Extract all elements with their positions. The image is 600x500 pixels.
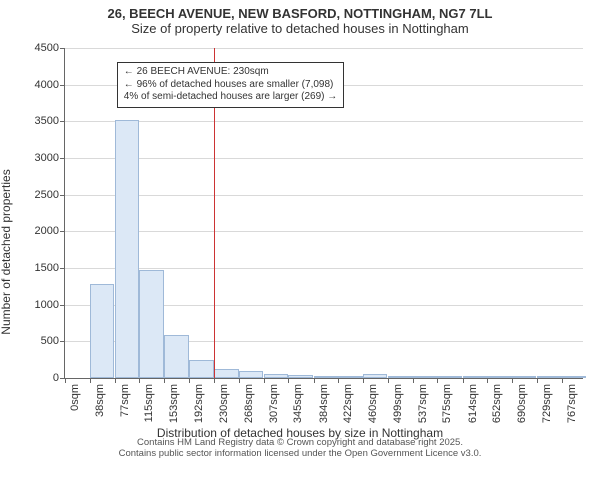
y-tick-label: 1500 (35, 262, 65, 274)
gridline-h (65, 48, 583, 49)
x-tick-mark (239, 378, 240, 383)
x-tick-label: 690sqm (516, 384, 528, 423)
x-tick-mark (214, 378, 215, 383)
x-tick-label: 268sqm (243, 384, 255, 423)
x-tick-mark (189, 378, 190, 383)
x-tick-mark (264, 378, 265, 383)
histogram-bar (314, 376, 339, 378)
x-tick-mark (537, 378, 538, 383)
histogram-bar (139, 270, 164, 378)
histogram-bar (413, 376, 438, 378)
x-tick-label: 422sqm (342, 384, 354, 423)
x-tick-mark (413, 378, 414, 383)
y-axis-label: Number of detached properties (0, 169, 13, 334)
gridline-h (65, 121, 583, 122)
histogram-bar (338, 376, 363, 378)
x-tick-label: 307sqm (268, 384, 280, 423)
x-tick-mark (314, 378, 315, 383)
histogram-bar (115, 120, 140, 378)
histogram-bar (214, 369, 239, 378)
x-tick-label: 345sqm (292, 384, 304, 423)
y-tick-label: 2500 (35, 189, 65, 201)
footer-line-2: Contains public sector information licen… (0, 449, 600, 460)
x-tick-mark (363, 378, 364, 383)
x-tick-label: 38sqm (94, 384, 106, 417)
chart-container: Number of detached properties 0500100015… (0, 42, 600, 462)
y-tick-label: 1000 (35, 299, 65, 311)
x-tick-label: 192sqm (193, 384, 205, 423)
y-tick-label: 2000 (35, 225, 65, 237)
histogram-bar (487, 376, 512, 378)
histogram-bar (264, 374, 289, 378)
y-tick-label: 3500 (35, 115, 65, 127)
x-tick-label: 499sqm (392, 384, 404, 423)
x-tick-mark (437, 378, 438, 383)
histogram-bar (437, 376, 462, 378)
x-tick-mark (115, 378, 116, 383)
info-box-line-3: 4% of semi-detached houses are larger (2… (124, 91, 337, 104)
x-tick-label: 115sqm (143, 384, 155, 422)
x-tick-label: 230sqm (218, 384, 230, 423)
plot-area: 0500100015002000250030003500400045000sqm… (64, 48, 583, 379)
x-tick-label: 767sqm (566, 384, 578, 423)
x-tick-mark (463, 378, 464, 383)
x-tick-mark (338, 378, 339, 383)
y-tick-label: 3000 (35, 152, 65, 164)
x-tick-mark (90, 378, 91, 383)
gridline-h (65, 158, 583, 159)
histogram-bar (90, 284, 115, 378)
x-tick-label: 460sqm (367, 384, 379, 423)
histogram-bar (239, 371, 264, 378)
info-box: ← 26 BEECH AVENUE: 230sqm← 96% of detach… (117, 62, 344, 108)
x-tick-label: 614sqm (467, 384, 479, 423)
y-tick-label: 4000 (35, 79, 65, 91)
x-tick-mark (487, 378, 488, 383)
histogram-bar (363, 374, 388, 378)
x-tick-label: 652sqm (491, 384, 503, 423)
histogram-bar (562, 376, 587, 378)
info-box-line-2: ← 96% of detached houses are smaller (7,… (124, 79, 337, 92)
title-line-1: 26, BEECH AVENUE, NEW BASFORD, NOTTINGHA… (0, 6, 600, 21)
info-box-line-1: ← 26 BEECH AVENUE: 230sqm (124, 66, 337, 79)
x-tick-label: 0sqm (69, 384, 81, 411)
footer-attribution: Contains HM Land Registry data © Crown c… (0, 438, 600, 460)
x-tick-label: 537sqm (417, 384, 429, 423)
title-line-2: Size of property relative to detached ho… (0, 21, 600, 36)
histogram-bar (512, 376, 537, 378)
histogram-bar (288, 375, 313, 378)
x-tick-mark (562, 378, 563, 383)
gridline-h (65, 195, 583, 196)
x-tick-label: 153sqm (168, 384, 180, 423)
x-tick-mark (65, 378, 66, 383)
x-tick-mark (288, 378, 289, 383)
x-tick-mark (139, 378, 140, 383)
y-tick-label: 500 (41, 335, 65, 347)
x-tick-label: 77sqm (119, 384, 131, 417)
histogram-bar (537, 376, 562, 378)
histogram-bar (164, 335, 189, 378)
chart-title-block: 26, BEECH AVENUE, NEW BASFORD, NOTTINGHA… (0, 0, 600, 36)
y-tick-label: 4500 (35, 42, 65, 54)
histogram-bar (388, 376, 413, 378)
histogram-bar (189, 360, 214, 378)
x-tick-label: 575sqm (441, 384, 453, 423)
x-tick-label: 384sqm (318, 384, 330, 423)
x-tick-mark (388, 378, 389, 383)
x-tick-mark (512, 378, 513, 383)
histogram-bar (463, 376, 488, 378)
x-tick-label: 729sqm (541, 384, 553, 423)
x-tick-mark (164, 378, 165, 383)
gridline-h (65, 268, 583, 269)
y-tick-label: 0 (53, 372, 65, 384)
gridline-h (65, 231, 583, 232)
